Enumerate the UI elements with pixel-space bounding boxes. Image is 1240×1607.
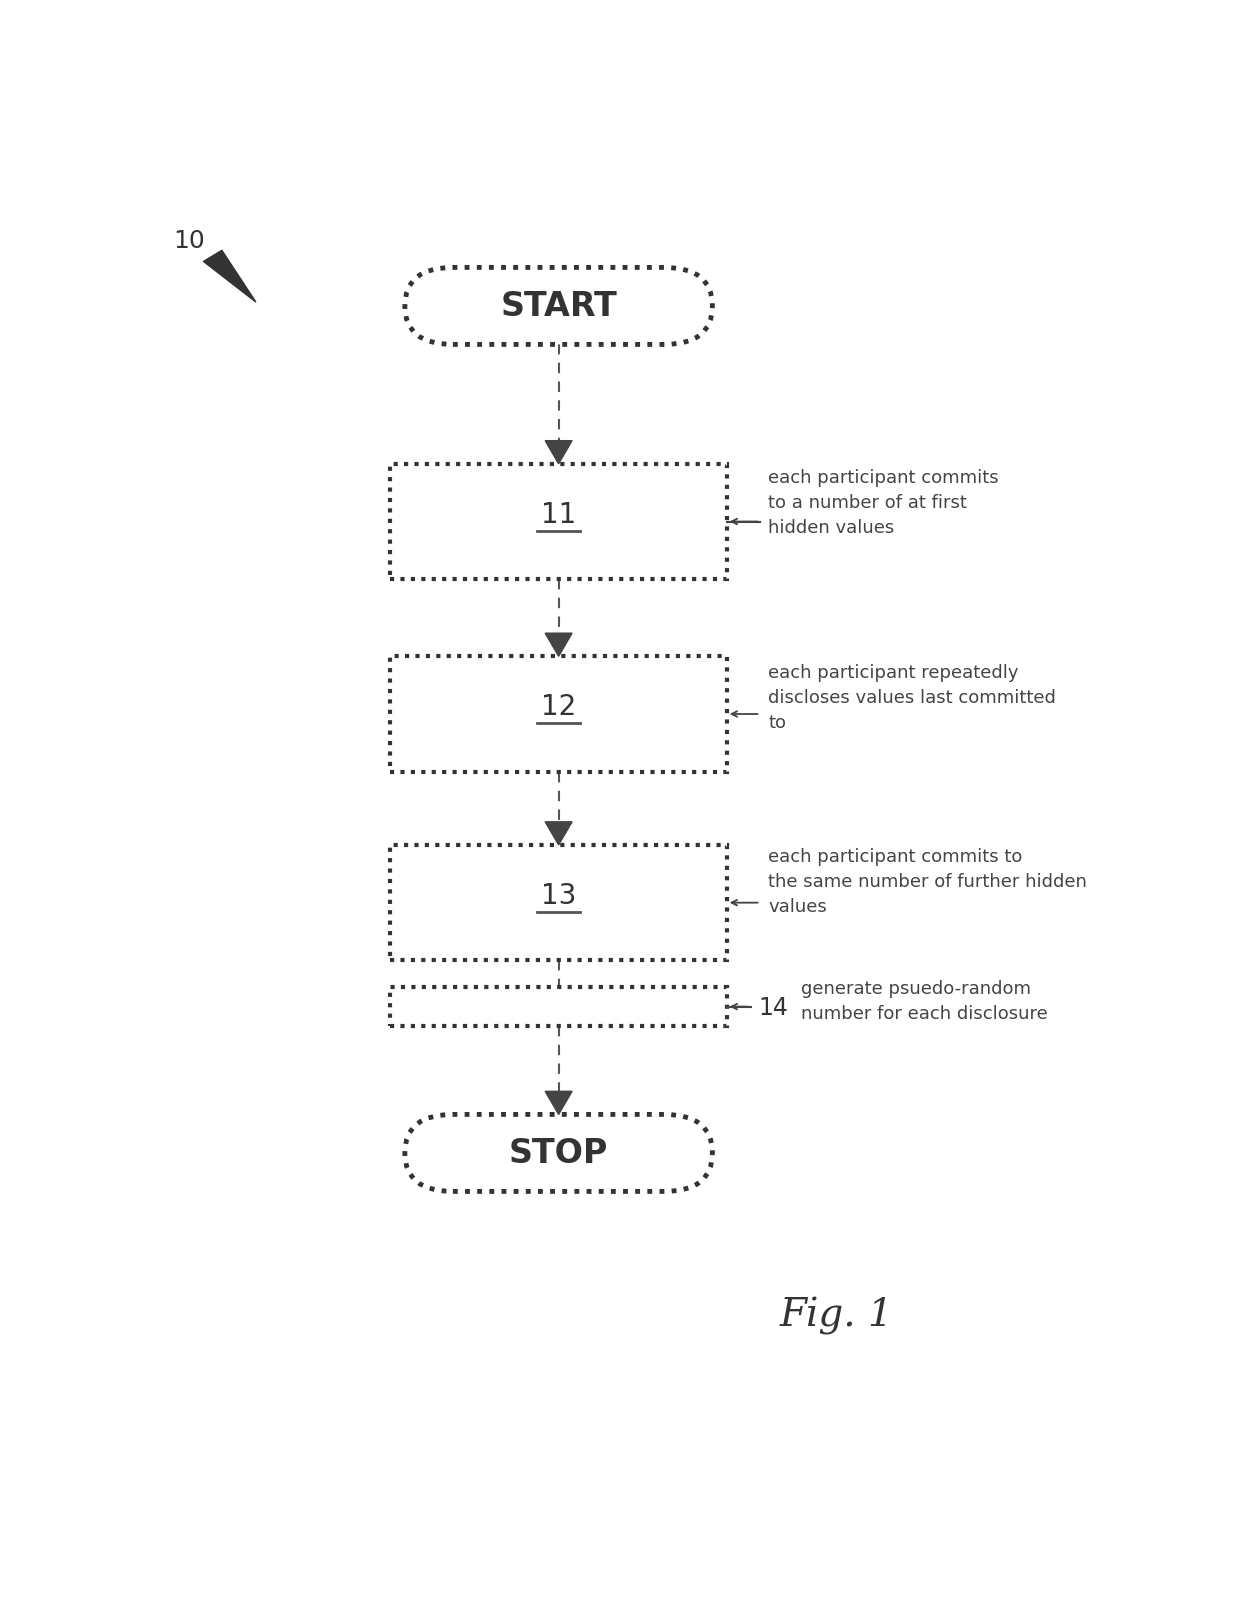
Text: START: START	[500, 291, 618, 323]
Text: 12: 12	[541, 693, 577, 722]
FancyBboxPatch shape	[404, 1115, 713, 1192]
Polygon shape	[546, 633, 572, 657]
Bar	[391, 988, 727, 1027]
Text: 10: 10	[172, 230, 205, 254]
FancyBboxPatch shape	[404, 268, 713, 346]
Polygon shape	[203, 251, 255, 302]
Bar	[391, 464, 727, 580]
Polygon shape	[546, 1091, 572, 1115]
Bar	[391, 845, 727, 961]
Text: 11: 11	[541, 500, 577, 529]
Polygon shape	[546, 442, 572, 464]
Text: Fig. 1: Fig. 1	[780, 1295, 893, 1334]
Text: each participant repeatedly
discloses values last committed
to: each participant repeatedly discloses va…	[768, 664, 1056, 731]
Text: each participant commits to
the same number of further hidden
values: each participant commits to the same num…	[768, 847, 1087, 916]
Text: 13: 13	[541, 881, 577, 910]
Text: 14: 14	[759, 995, 789, 1019]
Text: STOP: STOP	[508, 1136, 609, 1170]
Bar	[391, 657, 727, 773]
Polygon shape	[546, 823, 572, 845]
Text: generate psuedo-random
number for each disclosure: generate psuedo-random number for each d…	[801, 979, 1048, 1022]
Text: each participant commits
to a number of at first
hidden values: each participant commits to a number of …	[768, 469, 998, 537]
